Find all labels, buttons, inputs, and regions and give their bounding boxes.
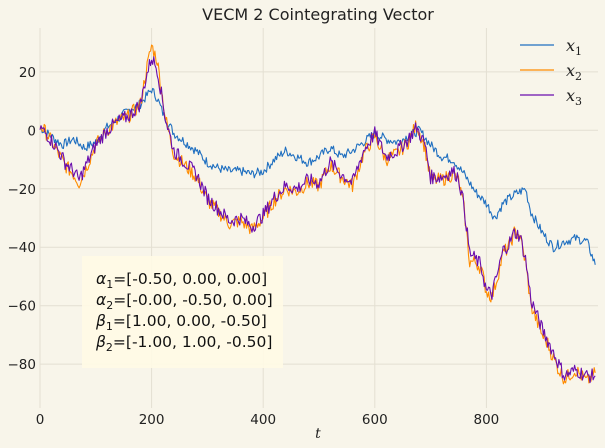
legend-label-x1: x1 xyxy=(566,36,582,58)
annotation-line-0: α1=[-0.50, 0.00, 0.00] xyxy=(96,270,267,291)
legend-label-x3: x3 xyxy=(566,86,582,108)
annotation-box: α1=[-0.50, 0.00, 0.00]α2=[-0.00, -0.50, … xyxy=(82,256,283,368)
y-tick-label-0: 20 xyxy=(19,65,36,81)
annotation-line-3: β2=[-1.00, 1.00, -0.50] xyxy=(95,333,272,354)
annotation-line-1: α2=[-0.00, -0.50, 0.00] xyxy=(96,291,273,312)
x-tick-label-1: 200 xyxy=(139,412,165,428)
legend-label-x2: x2 xyxy=(566,61,582,83)
annotation-line-2: β1=[1.00, 0.00, -0.50] xyxy=(95,312,267,333)
x-tick-label-4: 800 xyxy=(474,412,500,428)
y-tick-label-2: −20 xyxy=(8,182,37,198)
series-group xyxy=(39,44,596,385)
x-tick-label-3: 600 xyxy=(362,412,388,428)
series-line-x3 xyxy=(39,56,596,384)
x-tick-label-2: 400 xyxy=(250,412,276,428)
series-line-x1 xyxy=(39,87,596,265)
y-tick-label-1: 0 xyxy=(27,123,36,139)
chart-title: VECM 2 Cointegrating Vector xyxy=(202,5,434,24)
y-tick-label-4: −60 xyxy=(8,299,37,315)
annotation-background xyxy=(82,256,283,368)
x-tick-label-0: 0 xyxy=(36,412,45,428)
y-tick-label-3: −40 xyxy=(8,240,37,256)
x-axis-label: t xyxy=(315,426,321,442)
y-tick-label-5: −80 xyxy=(8,357,37,373)
